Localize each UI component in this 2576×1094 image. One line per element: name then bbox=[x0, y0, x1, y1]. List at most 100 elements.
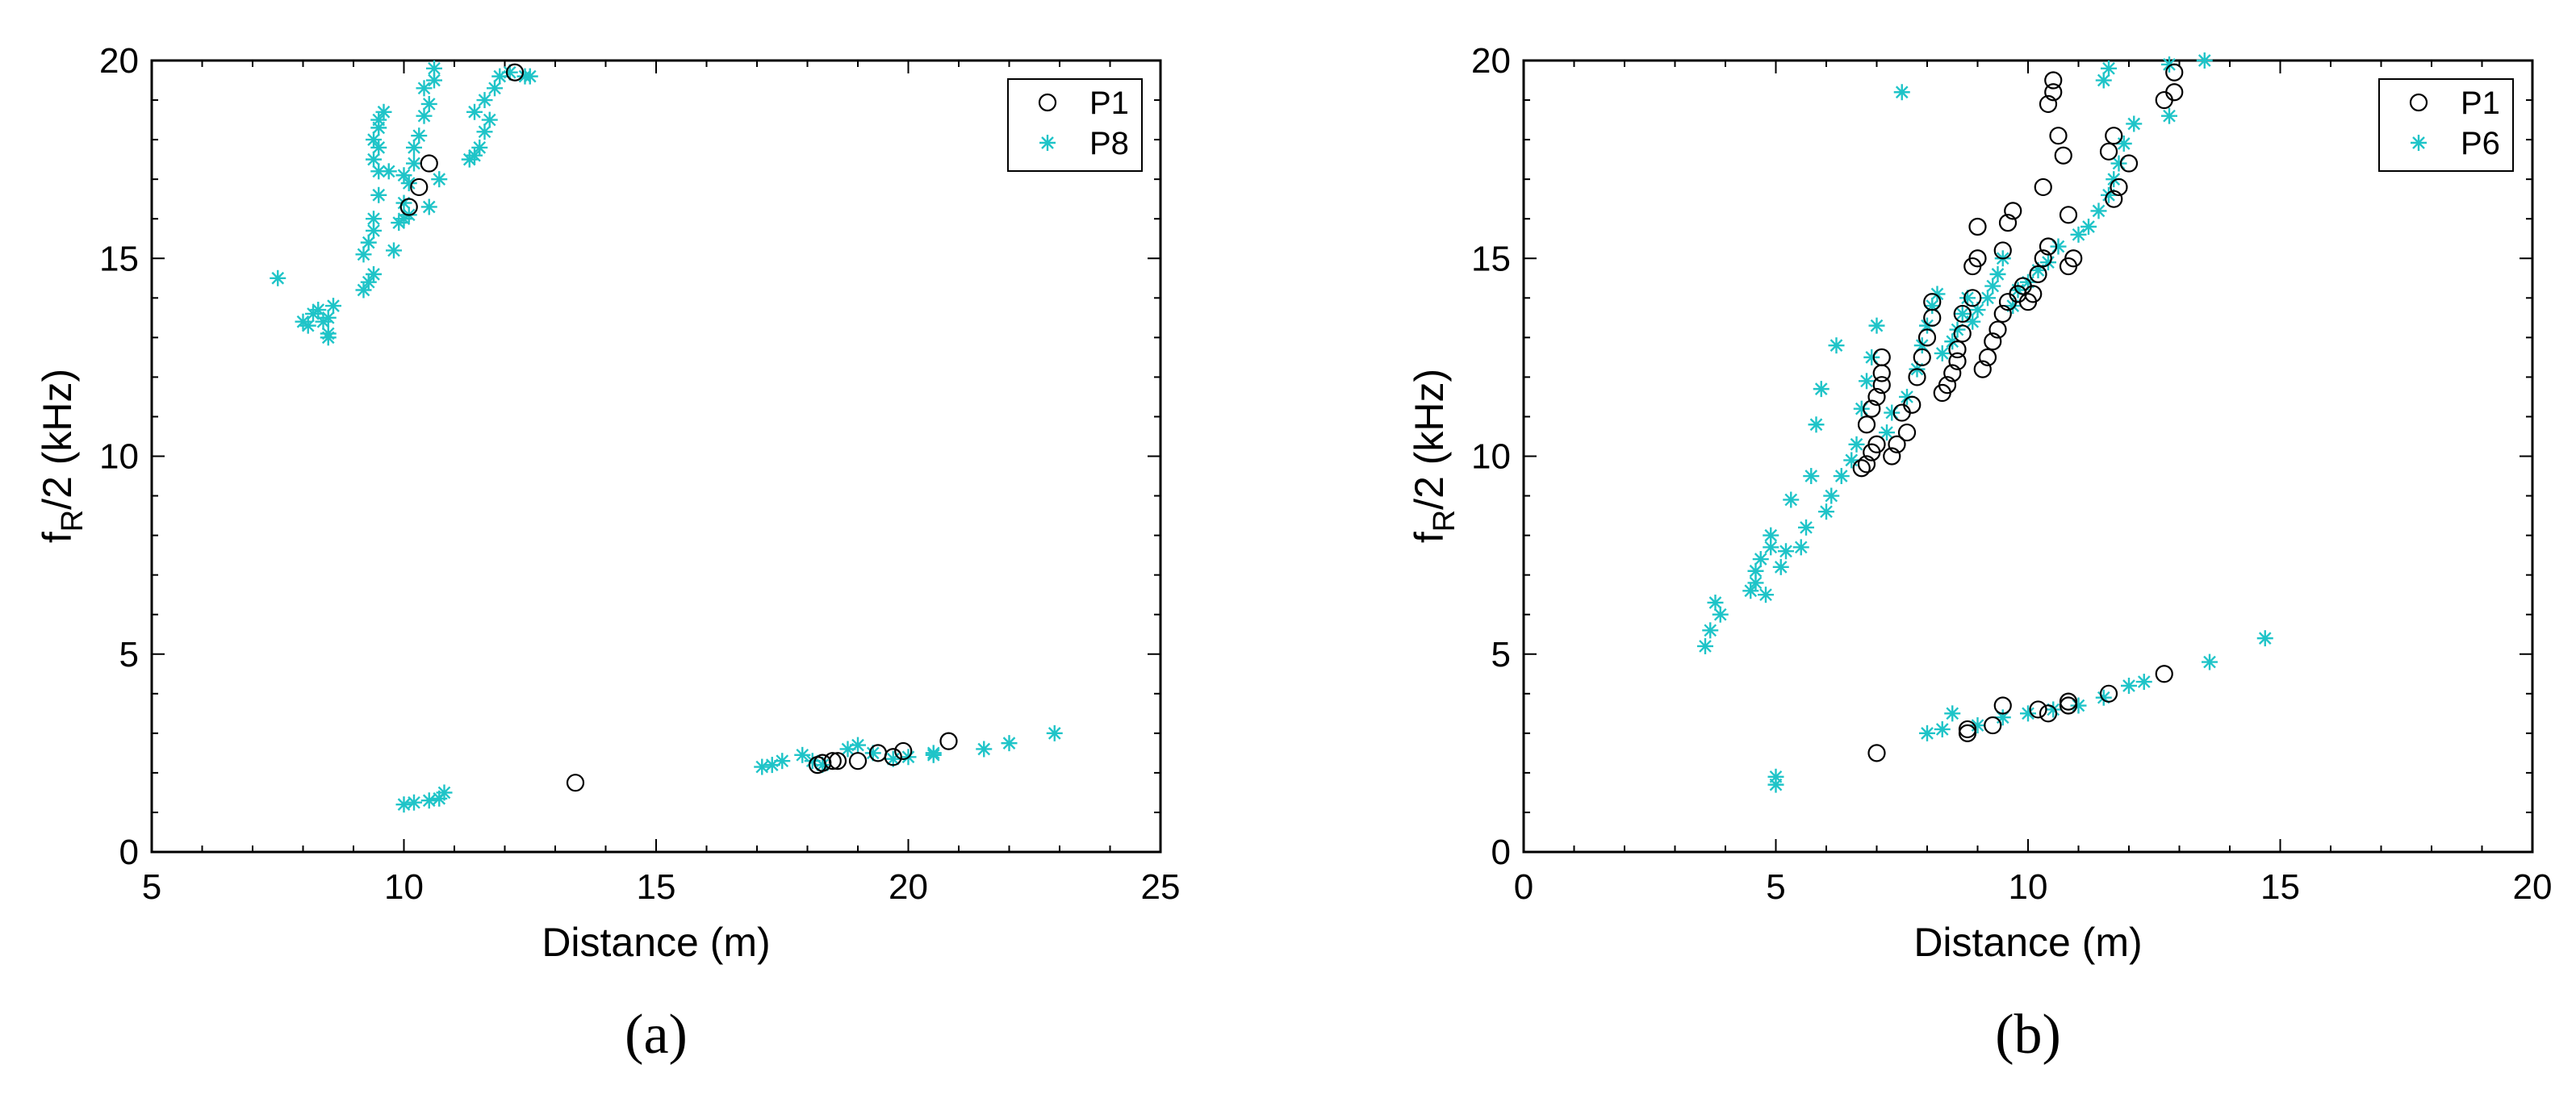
data-point-p1 bbox=[566, 774, 585, 792]
data-point-p6 bbox=[1984, 278, 2001, 294]
x-tick-label: 0 bbox=[1514, 867, 1533, 907]
y-tick-label: 20 bbox=[99, 41, 139, 81]
data-point-p1 bbox=[1917, 328, 1937, 347]
data-point-p6 bbox=[2135, 674, 2152, 691]
data-point-p1 bbox=[1943, 364, 1962, 382]
data-point-p1 bbox=[1857, 455, 1876, 474]
data-point-p1 bbox=[2034, 177, 2052, 197]
data-point-p1 bbox=[2024, 285, 2043, 303]
data-point-p1 bbox=[1958, 724, 1977, 742]
y-tick-label: 15 bbox=[99, 239, 139, 278]
data-point-p8 bbox=[366, 265, 382, 282]
data-point-p1 bbox=[884, 748, 902, 766]
data-point-p8 bbox=[370, 186, 387, 203]
data-point-p1 bbox=[2039, 237, 2058, 256]
data-point-p1 bbox=[1968, 217, 1987, 236]
data-point-p1 bbox=[1984, 332, 2002, 351]
data-point-p8 bbox=[476, 123, 493, 140]
data-point-p1 bbox=[1984, 716, 2002, 735]
data-point-p6 bbox=[1702, 622, 1719, 639]
data-point-p6 bbox=[2115, 136, 2132, 152]
data-point-p1 bbox=[1968, 249, 1987, 268]
data-point-p1 bbox=[1973, 360, 1992, 378]
data-point-p6 bbox=[1969, 717, 1986, 734]
y-axis-label-a: fR/2 (kHz) bbox=[35, 369, 90, 543]
data-point-p8 bbox=[1046, 724, 1063, 741]
data-point-p1 bbox=[1993, 304, 2012, 324]
ticks-b bbox=[1523, 60, 2533, 853]
data-point-p6 bbox=[1949, 321, 1966, 338]
data-point-p1 bbox=[2064, 249, 2083, 268]
y-tick-label: 0 bbox=[1491, 833, 1511, 872]
data-point-p6 bbox=[2070, 226, 2087, 243]
data-point-p6 bbox=[1843, 452, 1860, 469]
data-point-p6 bbox=[1980, 290, 1996, 307]
data-point-p1 bbox=[2099, 684, 2118, 703]
data-point-p1 bbox=[2049, 127, 2068, 145]
data-point-p6 bbox=[1823, 487, 1840, 504]
legend-box-a bbox=[1007, 78, 1143, 172]
data-point-p8 bbox=[380, 163, 397, 180]
data-point-p8 bbox=[481, 111, 498, 128]
x-tick-label: 10 bbox=[384, 867, 424, 907]
data-point-p6 bbox=[2256, 630, 2273, 647]
data-point-p8 bbox=[976, 741, 993, 758]
data-point-p1 bbox=[1988, 320, 2007, 339]
data-point-p1 bbox=[2119, 154, 2139, 173]
x-tick-labels-b: 0 5 10 15 20 bbox=[1514, 867, 2553, 907]
y-axis-label-a-sub: R bbox=[56, 510, 90, 532]
data-point-p6 bbox=[1934, 720, 1951, 737]
data-point-p1 bbox=[2059, 692, 2078, 711]
data-point-p1 bbox=[1978, 348, 1997, 366]
data-points-b bbox=[1697, 52, 2273, 793]
data-point-p8 bbox=[325, 298, 341, 315]
data-point-p8 bbox=[487, 80, 503, 97]
data-point-p1 bbox=[2054, 146, 2072, 165]
data-point-p1 bbox=[2165, 83, 2184, 102]
data-point-p8 bbox=[355, 246, 372, 263]
panel-label-b: (b) bbox=[1995, 1004, 2061, 1066]
x-axis-label-a: Distance (m) bbox=[542, 920, 770, 965]
data-point-p1 bbox=[1903, 395, 1922, 414]
data-point-p1 bbox=[2155, 665, 2173, 683]
data-point-p6 bbox=[1818, 503, 1834, 520]
data-point-p1 bbox=[1872, 348, 1891, 366]
legend-label-a-0: P1 bbox=[1089, 86, 1129, 121]
data-point-p8 bbox=[426, 72, 442, 89]
y-tick-label: 10 bbox=[99, 437, 139, 477]
data-point-p1 bbox=[2044, 71, 2063, 90]
data-point-p1 bbox=[2059, 206, 2078, 224]
ticks-a bbox=[151, 60, 1161, 853]
data-point-p1 bbox=[848, 752, 868, 770]
data-point-p8 bbox=[521, 68, 538, 85]
data-point-p1 bbox=[1883, 447, 1901, 466]
data-point-p1 bbox=[1888, 435, 1906, 453]
plot-frame-b bbox=[1522, 59, 2534, 854]
data-point-p8 bbox=[360, 274, 377, 290]
x-tick-label: 5 bbox=[142, 867, 161, 907]
y-tick-label: 10 bbox=[1471, 437, 1511, 477]
data-point-p8 bbox=[270, 269, 286, 286]
data-point-p6 bbox=[1767, 768, 1784, 785]
data-point-p1 bbox=[2105, 190, 2123, 208]
data-point-p1 bbox=[505, 63, 525, 81]
data-point-p1 bbox=[1948, 352, 1967, 370]
data-point-p6 bbox=[2020, 705, 2036, 722]
data-point-p6 bbox=[2196, 52, 2213, 69]
svg-text:fR/2 (kHz): fR/2 (kHz) bbox=[1407, 369, 1462, 543]
data-point-p8 bbox=[850, 737, 866, 754]
legend-marker-point bbox=[1039, 135, 1056, 151]
data-point-p6 bbox=[2161, 107, 2177, 124]
data-point-p8 bbox=[416, 80, 433, 97]
data-point-p1 bbox=[1913, 348, 1931, 366]
data-point-p6 bbox=[1808, 416, 1825, 433]
data-point-p6 bbox=[2080, 219, 2097, 236]
data-point-p8 bbox=[436, 784, 453, 801]
data-point-p1 bbox=[2059, 696, 2078, 715]
x-tick-label: 5 bbox=[1766, 867, 1785, 907]
data-point-p6 bbox=[2095, 689, 2112, 706]
y-axis-label-b: fR/2 (kHz) bbox=[1407, 369, 1462, 543]
data-point-p6 bbox=[1954, 305, 1971, 322]
